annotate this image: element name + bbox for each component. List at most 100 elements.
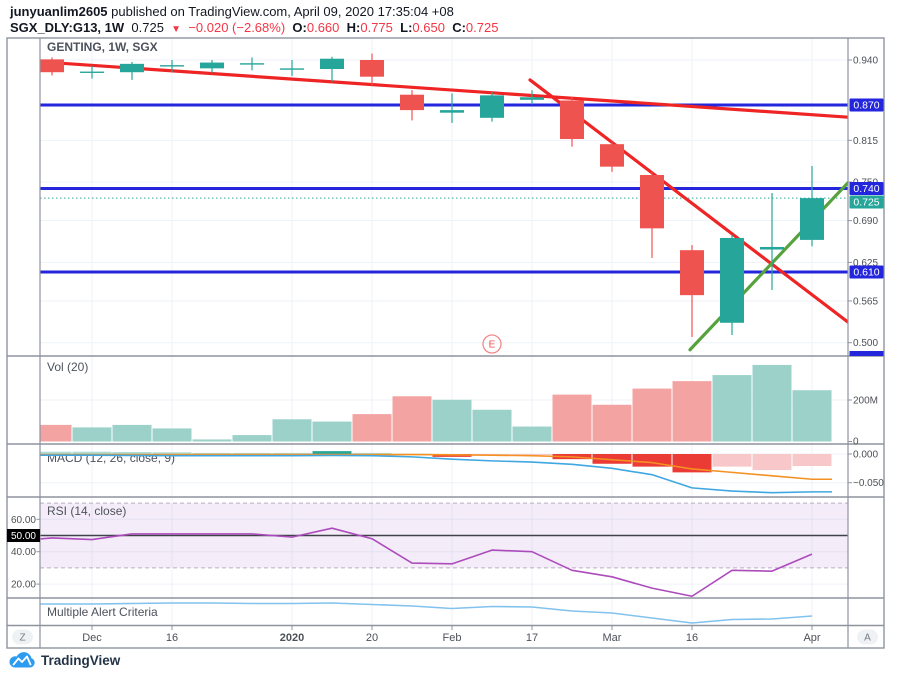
volume-bar — [632, 388, 672, 442]
time-axis[interactable]: Dec 16 2020 20 Feb 17 Mar 16 Apr — [82, 625, 821, 645]
svg-text:0.870: 0.870 — [853, 99, 879, 111]
down-arrow-icon: ▼ — [171, 24, 182, 35]
macd-histogram-bar — [512, 454, 552, 455]
candlestick — [680, 245, 704, 337]
svg-text:−0.050: −0.050 — [853, 478, 884, 489]
tradingview-logo[interactable]: TradingView — [8, 651, 120, 670]
macd-histogram-bar — [312, 451, 352, 454]
volume-bar — [152, 428, 192, 442]
autoscale-button[interactable]: A — [857, 629, 878, 645]
svg-text:0.940: 0.940 — [853, 56, 878, 67]
price-level-badge — [849, 351, 884, 356]
tradingview-logo-text: TradingView — [41, 653, 121, 668]
candlestick — [800, 166, 824, 247]
svg-text:Z: Z — [19, 633, 25, 644]
svg-text:E: E — [489, 340, 496, 351]
volume-indicator-label[interactable]: Vol (20) — [47, 360, 88, 374]
rsi-mid-badge: 50.00 — [7, 529, 40, 542]
username: junyuanlim2605 — [10, 4, 108, 19]
svg-text:Feb: Feb — [443, 632, 462, 644]
macd-histogram-bar — [192, 452, 232, 454]
last-price: 0.725 — [131, 20, 164, 35]
candlestick — [320, 56, 344, 82]
macd-histogram-bar — [592, 454, 632, 464]
price-change: −0.020 (−2.68%) — [188, 20, 286, 35]
trendline-uptrend-green[interactable] — [688, 181, 848, 352]
macd-histogram-bar — [752, 454, 792, 471]
volume-bar — [512, 426, 552, 442]
candlestick — [80, 65, 104, 79]
candlestick — [200, 60, 224, 73]
volume-bar — [552, 394, 592, 442]
symbol-name: SGX_DLY:G13, 1W — [10, 20, 125, 35]
volume-bar — [792, 390, 832, 442]
macd-histogram-bar — [792, 454, 832, 467]
low-value: 0.650 — [412, 20, 445, 35]
svg-text:20.00: 20.00 — [11, 580, 36, 591]
svg-text:0.610: 0.610 — [853, 267, 879, 279]
macd-histogram-bar — [152, 452, 192, 454]
chart-legend[interactable]: GENTING, 1W, SGX — [47, 40, 158, 54]
rsi-series — [40, 527, 813, 598]
macd-histogram-bar — [712, 454, 752, 467]
svg-text:0.815: 0.815 — [853, 136, 878, 147]
alert-indicator-label[interactable]: Multiple Alert Criteria — [47, 605, 158, 619]
volume-bar — [112, 424, 152, 442]
earnings-marker[interactable]: E — [482, 334, 502, 354]
svg-text:16: 16 — [166, 632, 178, 644]
svg-text:60.00: 60.00 — [11, 515, 36, 526]
svg-text:0.500: 0.500 — [853, 338, 878, 349]
svg-text:0.565: 0.565 — [853, 296, 878, 307]
volume-bar — [192, 439, 232, 442]
candlestick — [720, 234, 744, 335]
candlestick — [160, 60, 184, 73]
candlestick — [520, 90, 544, 105]
candlestick — [600, 141, 624, 172]
volume-bar — [752, 364, 792, 442]
chart-plot-area[interactable]: E — [33, 53, 849, 624]
price-axis[interactable]: 0.9400.8150.7500.6900.6250.5650.500200M0… — [848, 56, 884, 490]
open-value: 0.660 — [306, 20, 340, 35]
svg-text:0.740: 0.740 — [853, 183, 879, 195]
candlestick — [480, 92, 504, 122]
volume-bar — [712, 375, 752, 442]
svg-text:2020: 2020 — [280, 632, 304, 644]
svg-text:0.725: 0.725 — [853, 197, 879, 209]
candlestick — [360, 53, 384, 86]
candlestick — [440, 93, 464, 123]
svg-text:0.690: 0.690 — [853, 216, 878, 227]
rsi-indicator-label[interactable]: RSI (14, close) — [47, 504, 126, 518]
timezone-button[interactable]: Z — [12, 629, 33, 645]
volume-bar — [72, 427, 112, 442]
volume-series — [40, 364, 832, 442]
svg-text:20: 20 — [366, 632, 378, 644]
volume-bar — [352, 414, 392, 442]
candlestick — [120, 61, 144, 80]
volume-bar — [40, 424, 72, 442]
candlestick — [760, 192, 784, 291]
svg-text:0: 0 — [853, 437, 859, 448]
svg-text:17: 17 — [526, 632, 538, 644]
svg-text:0.625: 0.625 — [853, 258, 878, 269]
current-price-badge: 0.725 — [849, 195, 884, 209]
close-label: C: — [452, 20, 466, 35]
svg-text:Apr: Apr — [803, 632, 820, 644]
high-value: 0.775 — [360, 20, 393, 35]
close-value: 0.725 — [465, 20, 499, 35]
svg-text:200M: 200M — [853, 396, 878, 407]
macd-histogram-bar — [72, 451, 112, 454]
candlestick — [640, 171, 664, 258]
svg-text:Mar: Mar — [603, 632, 622, 644]
candlestick — [400, 90, 424, 121]
candlestick — [560, 96, 584, 147]
trendline-resistance-upper[interactable] — [40, 60, 848, 119]
chart-foreground: E0.9400.8150.7500.6900.6250.5650.500200M… — [6, 37, 885, 649]
tradingview-cloud-icon — [9, 652, 35, 668]
volume-bar — [232, 435, 272, 442]
rsi-left-axis[interactable]: 60.00 40.00 20.00 50.00 — [7, 515, 40, 591]
alert-criteria-series — [40, 602, 813, 624]
price-level-badge: 0.740 — [849, 182, 884, 195]
macd-series — [40, 451, 832, 494]
macd-histogram-bar — [112, 451, 152, 454]
